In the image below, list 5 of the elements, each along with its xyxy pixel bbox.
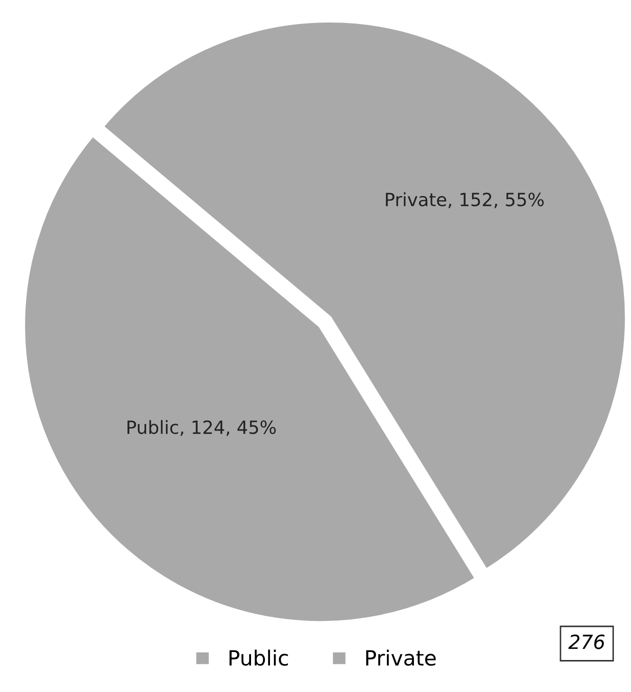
data-label: Private, 152, 55% [386,192,544,208]
legend-label: Public [230,650,288,666]
text: 276 [568,634,605,650]
legend-label: Private [366,650,436,666]
data-label: Public, 124, 45% [128,420,276,436]
